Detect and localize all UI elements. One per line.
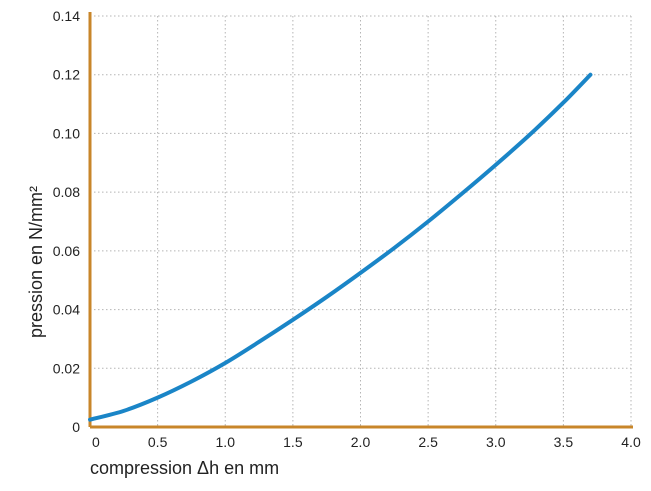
x-tick-label: 0: [92, 434, 100, 450]
y-tick-label: 0: [72, 419, 80, 435]
x-tick-label: 2.0: [351, 434, 371, 450]
y-tick-label: 0.10: [53, 125, 80, 141]
y-axis-label: pression en N/mm²: [26, 186, 46, 338]
x-axis-label: compression Δh en mm: [90, 458, 279, 478]
x-tick-label: 2.5: [418, 434, 438, 450]
y-tick-label: 0.12: [53, 67, 80, 83]
y-tick-label: 0.06: [53, 243, 80, 259]
y-tick-label: 0.04: [53, 302, 80, 318]
series-layer: [88, 72, 593, 422]
x-tick-labels: 0 0.5 1.0 1.5 2.0 2.5 3.0 3.5 4.0: [92, 434, 641, 450]
x-tick-label: 1.5: [283, 434, 303, 450]
x-tick-label: 3.5: [554, 434, 574, 450]
x-tick-label: 1.0: [216, 434, 236, 450]
axes: [88, 12, 633, 429]
x-tick-label: 0.5: [148, 434, 168, 450]
x-tick-label: 4.0: [621, 434, 641, 450]
y-tick-label: 0.02: [53, 360, 80, 376]
grid-lines: [90, 15, 632, 427]
y-tick-label: 0.14: [53, 8, 80, 24]
y-tick-label: 0.08: [53, 184, 80, 200]
x-tick-label: 3.0: [486, 434, 506, 450]
y-tick-labels: 0 0.02 0.04 0.06 0.08 0.10 0.12 0.14: [53, 8, 80, 435]
series-line: [88, 72, 593, 422]
